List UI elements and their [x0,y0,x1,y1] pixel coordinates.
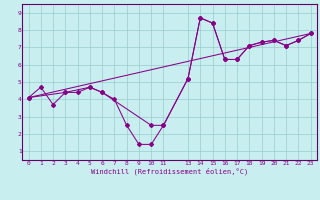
X-axis label: Windchill (Refroidissement éolien,°C): Windchill (Refroidissement éolien,°C) [91,167,248,175]
